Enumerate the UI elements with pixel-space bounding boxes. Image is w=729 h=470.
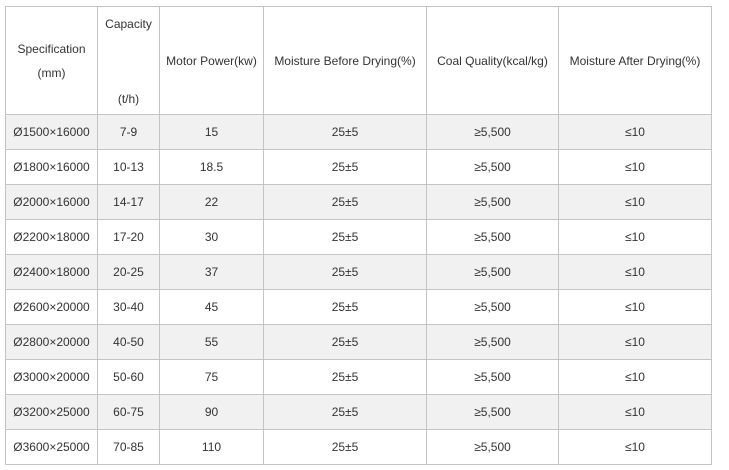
cell-spec: Ø1800×16000 [5, 149, 98, 185]
table-row: Ø3600×25000 70-85 110 25±5 ≥5,500 ≤10 [5, 429, 712, 465]
cell-spec: Ø3000×20000 [5, 359, 98, 395]
table-row: Ø3000×20000 50-60 75 25±5 ≥5,500 ≤10 [5, 359, 712, 395]
cell-moisture-after: ≤10 [558, 429, 712, 465]
table-row: Ø2800×20000 40-50 55 25±5 ≥5,500 ≤10 [5, 324, 712, 360]
cell-coal-quality: ≥5,500 [426, 184, 559, 220]
cell-capacity: 60-75 [97, 394, 160, 430]
cell-moisture-after: ≤10 [558, 359, 712, 395]
table-row: Ø3200×25000 60-75 90 25±5 ≥5,500 ≤10 [5, 394, 712, 430]
header-moisture-after: Moisture After Drying(%) [558, 6, 712, 115]
cell-moisture-after: ≤10 [558, 149, 712, 185]
header-row: Specification (mm) Capacity (t/h) Motor … [5, 6, 712, 115]
header-capacity: Capacity (t/h) [97, 6, 160, 115]
cell-moisture-after: ≤10 [558, 324, 712, 360]
table-row: Ø1500×16000 7-9 15 25±5 ≥5,500 ≤10 [5, 114, 712, 150]
cell-moisture-before: 25±5 [263, 114, 427, 150]
cell-capacity: 7-9 [97, 114, 160, 150]
cell-spec: Ø3200×25000 [5, 394, 98, 430]
cell-moisture-before: 25±5 [263, 359, 427, 395]
cell-capacity: 70-85 [97, 429, 160, 465]
cell-moisture-after: ≤10 [558, 184, 712, 220]
cell-coal-quality: ≥5,500 [426, 289, 559, 325]
header-moisture-before: Moisture Before Drying(%) [263, 6, 427, 115]
cell-spec: Ø2400×18000 [5, 254, 98, 290]
cell-capacity: 30-40 [97, 289, 160, 325]
cell-power: 15 [159, 114, 264, 150]
cell-spec: Ø2600×20000 [5, 289, 98, 325]
cell-moisture-after: ≤10 [558, 289, 712, 325]
cell-moisture-before: 25±5 [263, 324, 427, 360]
cell-power: 110 [159, 429, 264, 465]
cell-coal-quality: ≥5,500 [426, 359, 559, 395]
cell-power: 22 [159, 184, 264, 220]
cell-capacity: 40-50 [97, 324, 160, 360]
cell-power: 55 [159, 324, 264, 360]
cell-moisture-after: ≤10 [558, 114, 712, 150]
cell-power: 37 [159, 254, 264, 290]
cell-capacity: 50-60 [97, 359, 160, 395]
cell-capacity: 17-20 [97, 219, 160, 255]
header-motor-power: Motor Power(kw) [159, 6, 264, 115]
cell-coal-quality: ≥5,500 [426, 429, 559, 465]
cell-power: 75 [159, 359, 264, 395]
cell-moisture-after: ≤10 [558, 254, 712, 290]
cell-coal-quality: ≥5,500 [426, 219, 559, 255]
cell-capacity: 20-25 [97, 254, 160, 290]
header-capacity-label: Capacity [105, 17, 152, 31]
table-row: Ø2000×16000 14-17 22 25±5 ≥5,500 ≤10 [5, 184, 712, 220]
cell-power: 30 [159, 219, 264, 255]
cell-moisture-before: 25±5 [263, 184, 427, 220]
cell-moisture-before: 25±5 [263, 149, 427, 185]
cell-moisture-after: ≤10 [558, 394, 712, 430]
cell-moisture-after: ≤10 [558, 219, 712, 255]
header-coal-quality: Coal Quality(kcal/kg) [426, 6, 559, 115]
cell-power: 90 [159, 394, 264, 430]
specification-table: Specification (mm) Capacity (t/h) Motor … [5, 6, 712, 465]
table-row: Ø1800×16000 10-13 18.5 25±5 ≥5,500 ≤10 [5, 149, 712, 185]
cell-spec: Ø2000×16000 [5, 184, 98, 220]
cell-capacity: 14-17 [97, 184, 160, 220]
cell-moisture-before: 25±5 [263, 394, 427, 430]
cell-power: 45 [159, 289, 264, 325]
header-specification-unit: (mm) [37, 65, 66, 80]
table-row: Ø2600×20000 30-40 45 25±5 ≥5,500 ≤10 [5, 289, 712, 325]
cell-moisture-before: 25±5 [263, 429, 427, 465]
cell-spec: Ø2200×18000 [5, 219, 98, 255]
cell-coal-quality: ≥5,500 [426, 114, 559, 150]
cell-moisture-before: 25±5 [263, 219, 427, 255]
cell-moisture-before: 25±5 [263, 254, 427, 290]
cell-spec: Ø3600×25000 [5, 429, 98, 465]
cell-moisture-before: 25±5 [263, 289, 427, 325]
cell-coal-quality: ≥5,500 [426, 394, 559, 430]
cell-capacity: 10-13 [97, 149, 160, 185]
table-row: Ø2400×18000 20-25 37 25±5 ≥5,500 ≤10 [5, 254, 712, 290]
cell-power: 18.5 [159, 149, 264, 185]
cell-spec: Ø1500×16000 [5, 114, 98, 150]
table-row: Ø2200×18000 17-20 30 25±5 ≥5,500 ≤10 [5, 219, 712, 255]
header-specification: Specification (mm) [5, 6, 98, 115]
cell-coal-quality: ≥5,500 [426, 324, 559, 360]
cell-coal-quality: ≥5,500 [426, 254, 559, 290]
cell-coal-quality: ≥5,500 [426, 149, 559, 185]
header-capacity-unit: (t/h) [117, 92, 140, 106]
cell-spec: Ø2800×20000 [5, 324, 98, 360]
header-specification-label: Specification [17, 41, 86, 56]
